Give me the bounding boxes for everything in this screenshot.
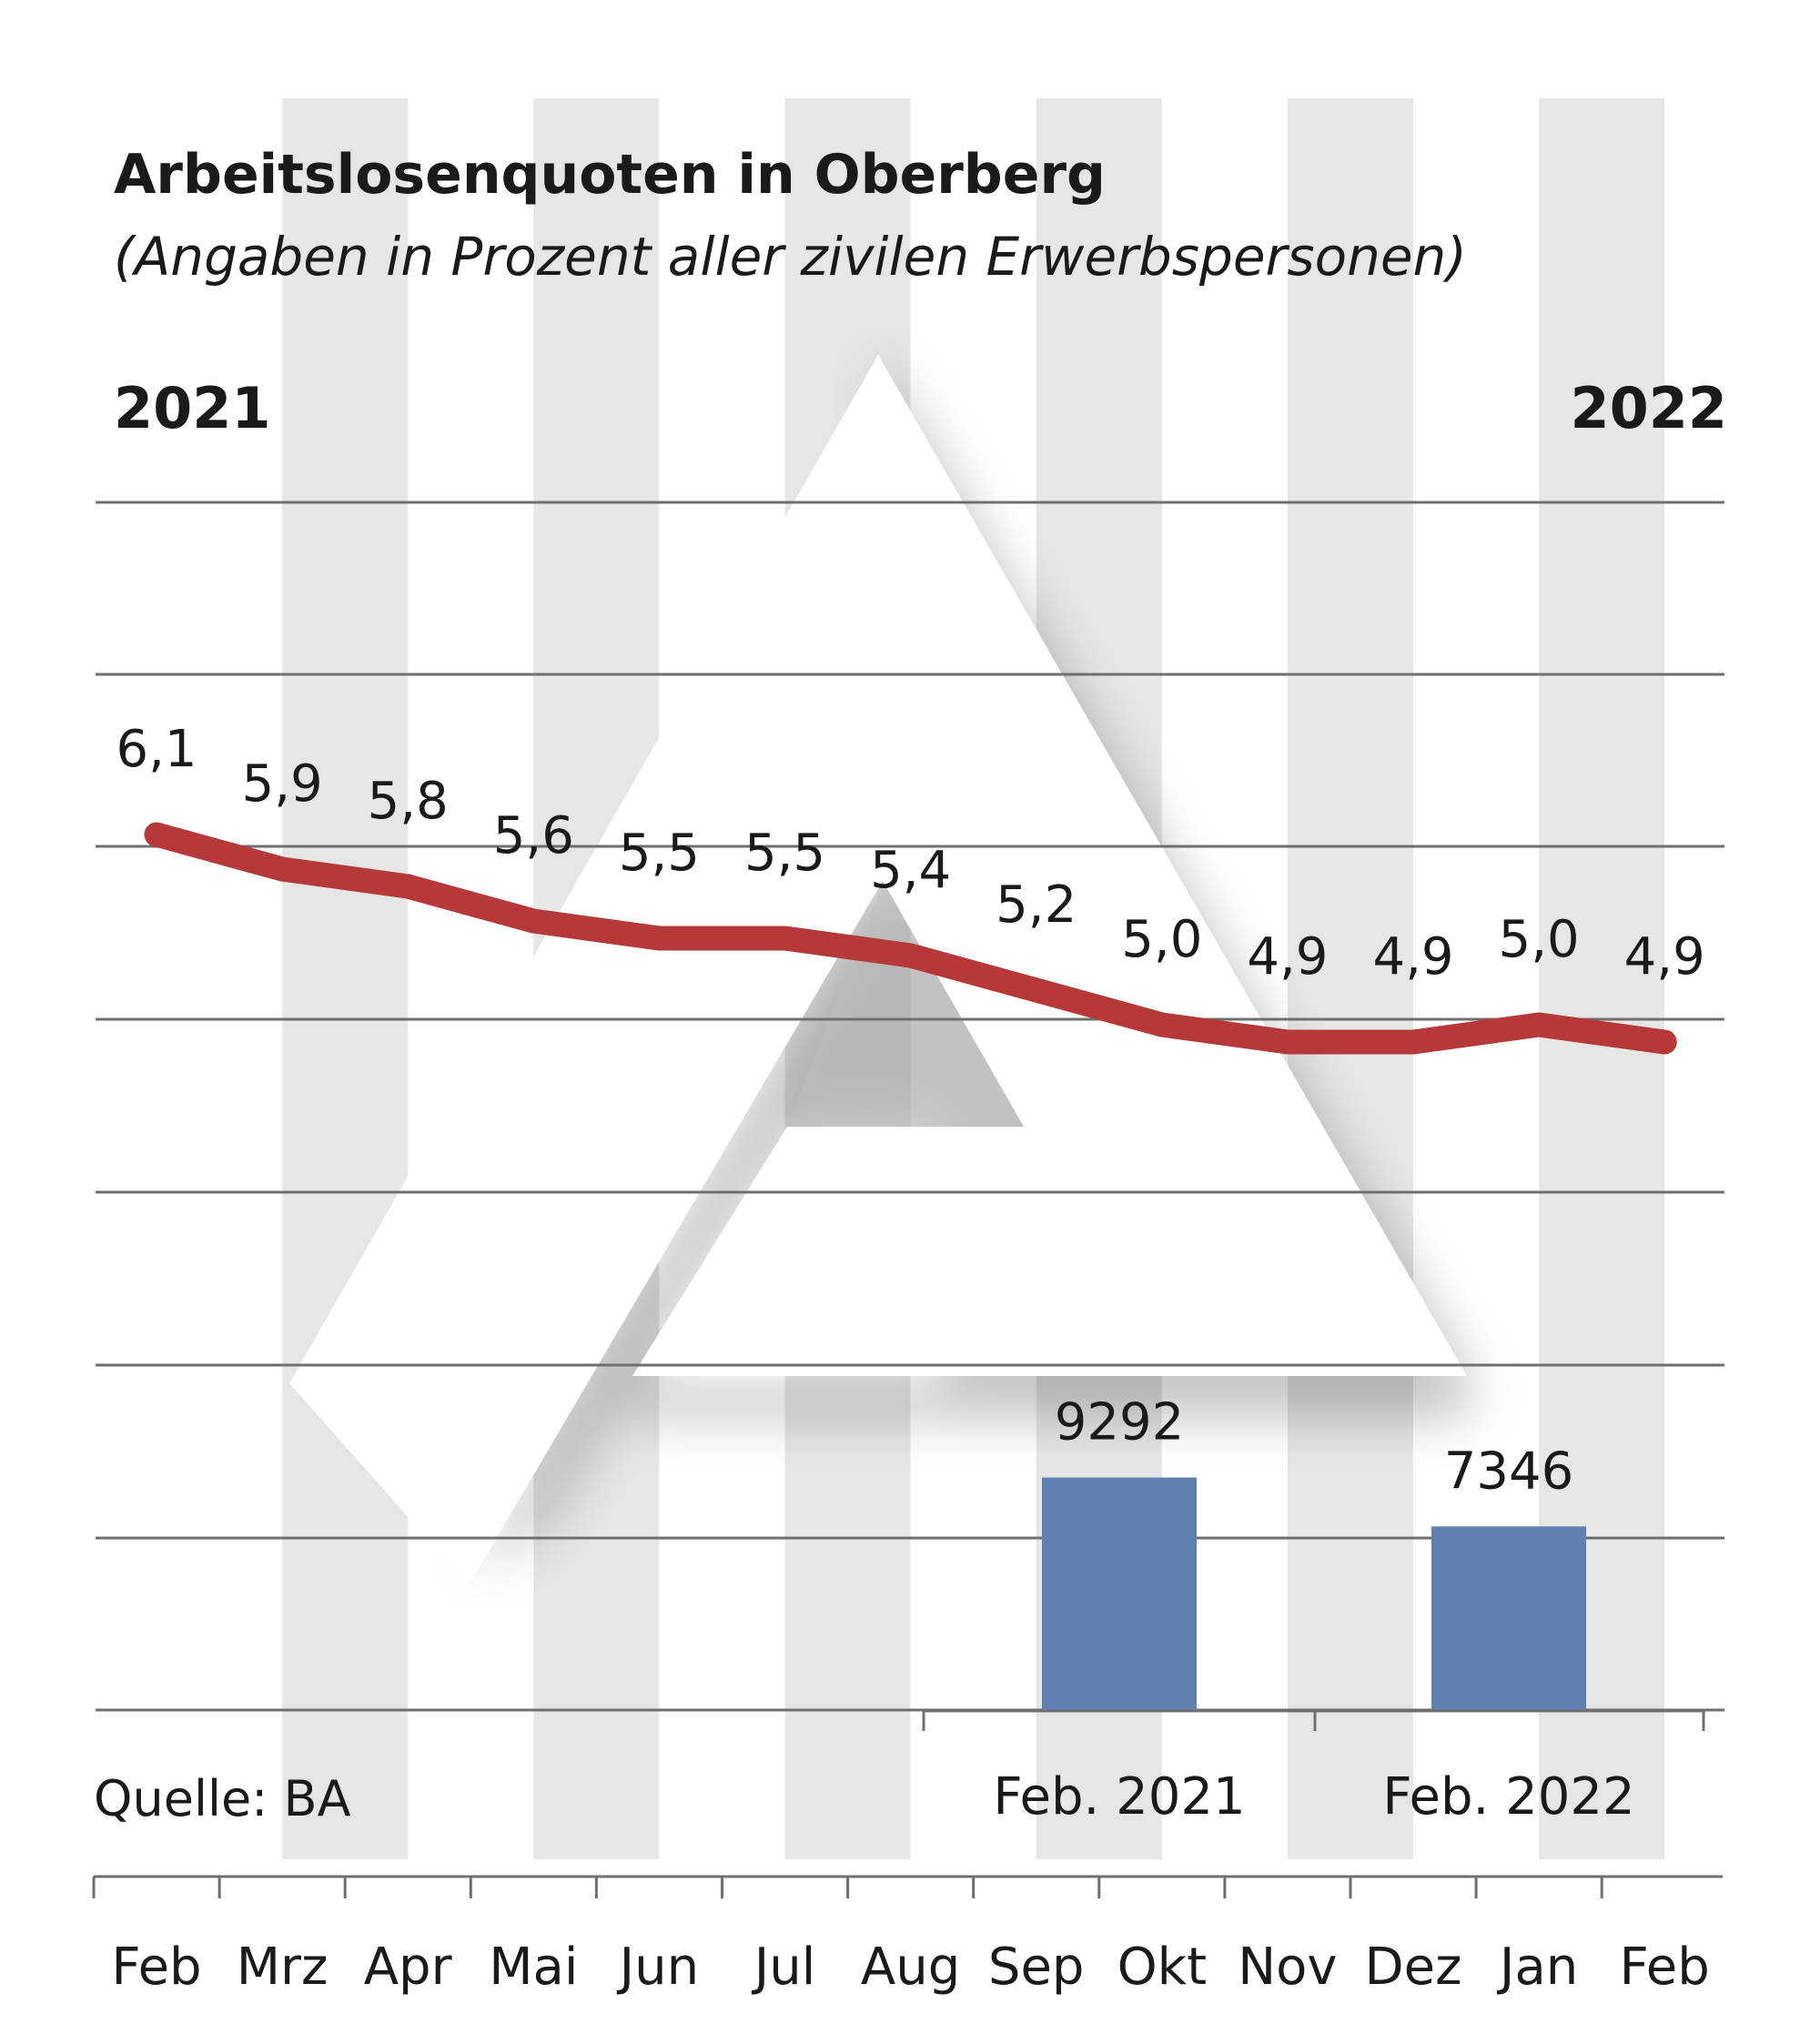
x-tick-label: Mai xyxy=(489,1938,578,1997)
line-value-label: 4,9 xyxy=(1372,927,1453,987)
x-tick-label: Jul xyxy=(752,1938,816,1997)
bar-series: 9292 7346 xyxy=(1042,1393,1586,1711)
line-value-label: 5,0 xyxy=(1121,910,1202,969)
x-tick-label: Apr xyxy=(364,1938,453,1997)
bar-category-label: Feb. 2021 xyxy=(993,1767,1245,1827)
source-note: Quelle: BA xyxy=(94,1770,351,1827)
line-value-label: 4,9 xyxy=(1247,927,1328,987)
line-value-label: 5,6 xyxy=(493,806,574,865)
x-tick-label: Nov xyxy=(1238,1938,1337,1997)
bar-value-label: 7346 xyxy=(1444,1442,1574,1501)
line-value-label: 5,0 xyxy=(1499,910,1580,969)
month-axis: Feb Mrz Apr Mai Jun Jul Aug Sep Okt Nov Dez Jan Feb xyxy=(92,1875,1723,1997)
x-tick-label: Dez xyxy=(1365,1938,1462,1997)
line-value-label: 5,8 xyxy=(368,772,449,831)
rate-line xyxy=(144,822,1677,1055)
background-stripes xyxy=(282,98,1665,1859)
line-value-label: 5,5 xyxy=(619,824,700,883)
background-stripe xyxy=(1287,98,1413,1859)
bar-category-label: Feb. 2022 xyxy=(1382,1767,1634,1827)
line-value-label: 5,2 xyxy=(996,875,1077,935)
logo-watermark xyxy=(289,350,1470,1585)
bar xyxy=(1042,1477,1197,1711)
chart-title: Arbeitslosenquoten in Oberberg xyxy=(114,143,1106,207)
bar-axis: Feb. 2021 Feb. 2022 xyxy=(922,1709,1705,1827)
x-tick-label: Jan xyxy=(1497,1938,1578,1997)
x-tick-label: Aug xyxy=(861,1938,960,1997)
x-tick-label: Feb xyxy=(1620,1938,1710,1997)
line-value-label: 4,9 xyxy=(1624,927,1705,987)
background-stripe xyxy=(282,98,409,1859)
x-tick-label: Sep xyxy=(988,1938,1085,1997)
x-tick-label: Feb xyxy=(111,1938,201,1997)
year-start-label: 2021 xyxy=(114,375,271,441)
x-tick-label: Okt xyxy=(1117,1938,1207,1997)
line-value-label: 5,9 xyxy=(242,754,323,814)
line-value-label: 5,4 xyxy=(870,841,951,900)
chart-subtitle: (Angaben in Prozent aller zivilen Erwerb… xyxy=(114,226,1467,288)
x-tick-label: Mrz xyxy=(237,1938,329,1997)
line-value-label: 6,1 xyxy=(116,720,197,779)
bar-value-label: 9292 xyxy=(1055,1393,1185,1452)
x-tick-label: Jun xyxy=(617,1938,700,1997)
year-end-label: 2022 xyxy=(1570,375,1727,441)
line-value-label: 5,5 xyxy=(744,824,825,883)
bar xyxy=(1431,1526,1586,1711)
line-value-labels: 6,1 5,9 5,8 5,6 5,5 5,5 5,4 5,2 5,0 4,9 4,9 5,0 4,9 xyxy=(116,720,1704,987)
